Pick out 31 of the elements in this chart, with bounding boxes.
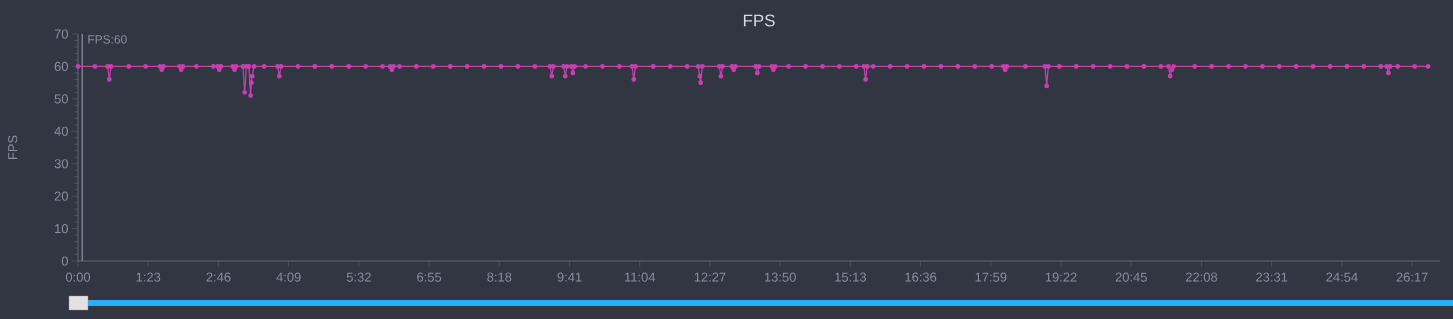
x-tick-label: 20:45 [1115, 272, 1147, 282]
y-tick-label: 0 [61, 256, 68, 266]
x-tick-label: 1:23 [136, 272, 161, 282]
y-tick-label: 40 [54, 126, 68, 136]
y-tick-label: 60 [54, 61, 68, 72]
chart-title: FPS [743, 14, 775, 27]
x-tick-label: 23:31 [1256, 272, 1288, 282]
y-tick-label: 20 [54, 191, 68, 201]
x-tick-label: 4:09 [276, 272, 301, 282]
x-tick-label: 12:27 [694, 272, 726, 282]
x-tick-label: 5:32 [346, 272, 371, 282]
y-tick-label: 50 [54, 94, 68, 104]
x-tick-label: 13:50 [764, 272, 796, 282]
x-tick-label: 22:08 [1185, 272, 1218, 282]
x-tick-label: 17:59 [975, 272, 1007, 282]
x-tick-label: 19:22 [1045, 272, 1077, 282]
x-tick-label: 0:00 [65, 272, 91, 282]
y-axis-title: FPS [8, 135, 18, 160]
y-tick-label: 70 [54, 29, 68, 39]
x-tick-label: 24:54 [1326, 272, 1358, 282]
annotation: FPS:60 [88, 35, 127, 44]
x-tick-label: 8:18 [487, 272, 512, 282]
y-tick-label: 30 [54, 159, 68, 169]
x-tick-label: 26:17 [1396, 272, 1428, 282]
y-tick-label: 10 [55, 223, 68, 234]
x-tick-label: 9:41 [557, 272, 582, 282]
x-tick-label: 15:13 [835, 272, 867, 282]
x-tick-label: 11:04 [625, 272, 656, 282]
x-tick-label: 6:55 [417, 272, 442, 282]
x-tick-label: 16:36 [905, 272, 937, 282]
x-tick-label: 2:46 [206, 272, 231, 282]
